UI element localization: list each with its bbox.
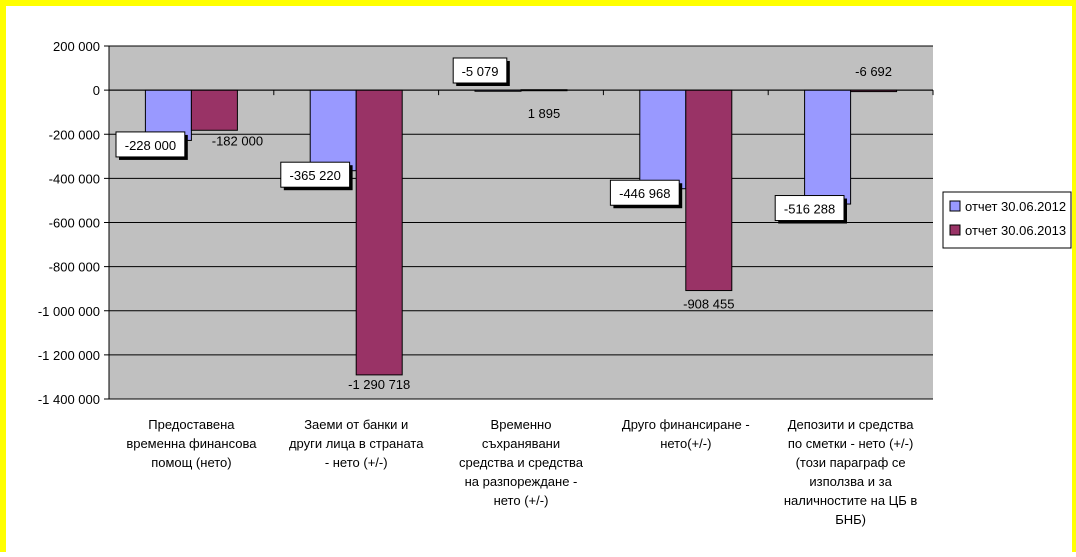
legend-swatch [949, 224, 961, 236]
category-label: Заеми от банки и други лица в страната - н… [289, 417, 424, 470]
category-label: Предоставена временна финансова помощ (нет… [126, 417, 257, 470]
data-label: -228 000 [125, 138, 176, 153]
data-label-box [609, 179, 680, 206]
bar-chart: 200 000 0 -200 000 -400 000 -600 000 -800 000… [38, 39, 1072, 527]
legend-label: отчет 30.06.2012 [965, 199, 1066, 214]
y-tick-label: 200 000 [53, 39, 100, 54]
category-label: Депозити и средства по сметки - нето (+/-… [784, 417, 918, 527]
bar [804, 89, 852, 205]
axes [104, 45, 934, 400]
category-label: Друго финансиране -нето(+/-) [622, 417, 750, 451]
data-label: -5 079 [462, 64, 499, 79]
y-tick-label: -1 000 000 [38, 304, 100, 319]
y-tick-label: -800 000 [49, 260, 100, 275]
category-labels: Предоставена временна финансова помощ (нет… [126, 417, 917, 527]
y-tick-label: -1 400 000 [38, 392, 100, 407]
bar [355, 89, 403, 376]
data-label: -1 290 718 [348, 377, 410, 392]
legend-box [942, 191, 1072, 249]
category-label: Временно съхранявани средства и средства на… [459, 417, 584, 508]
data-label: -182 000 [212, 133, 263, 148]
data-label: -6 692 [855, 64, 892, 79]
data-label: -365 220 [290, 168, 341, 183]
data-label: 1 895 [528, 106, 561, 121]
y-tick-labels: 200 000 0 -200 000 -400 000 -600 000 -800 000… [38, 39, 100, 407]
y-tick-label: -600 000 [49, 216, 100, 231]
bar [639, 89, 687, 190]
bar [309, 89, 357, 172]
data-label-box [774, 195, 845, 222]
y-tick-label: 0 [93, 83, 100, 98]
legend-label: отчет 30.06.2013 [965, 223, 1066, 238]
data-label: -446 968 [619, 186, 670, 201]
data-labels: -228 000 -365 220 -5 079 -446 968 -516 288 -1… [115, 57, 892, 392]
data-label-box [280, 161, 351, 188]
data-label-box [115, 131, 186, 158]
bar [190, 89, 238, 131]
y-tick-label: -200 000 [49, 127, 100, 142]
legend-swatch [949, 200, 961, 212]
bar [685, 89, 733, 292]
legend: отчет 30.06.2012 отчет 30.06.2013 [942, 191, 1072, 249]
data-label: -516 288 [784, 202, 835, 217]
y-tick-label: -400 000 [49, 171, 100, 186]
data-label: -908 455 [683, 297, 734, 312]
data-label-box [452, 57, 508, 84]
y-tick-label: -1 200 000 [38, 348, 100, 363]
